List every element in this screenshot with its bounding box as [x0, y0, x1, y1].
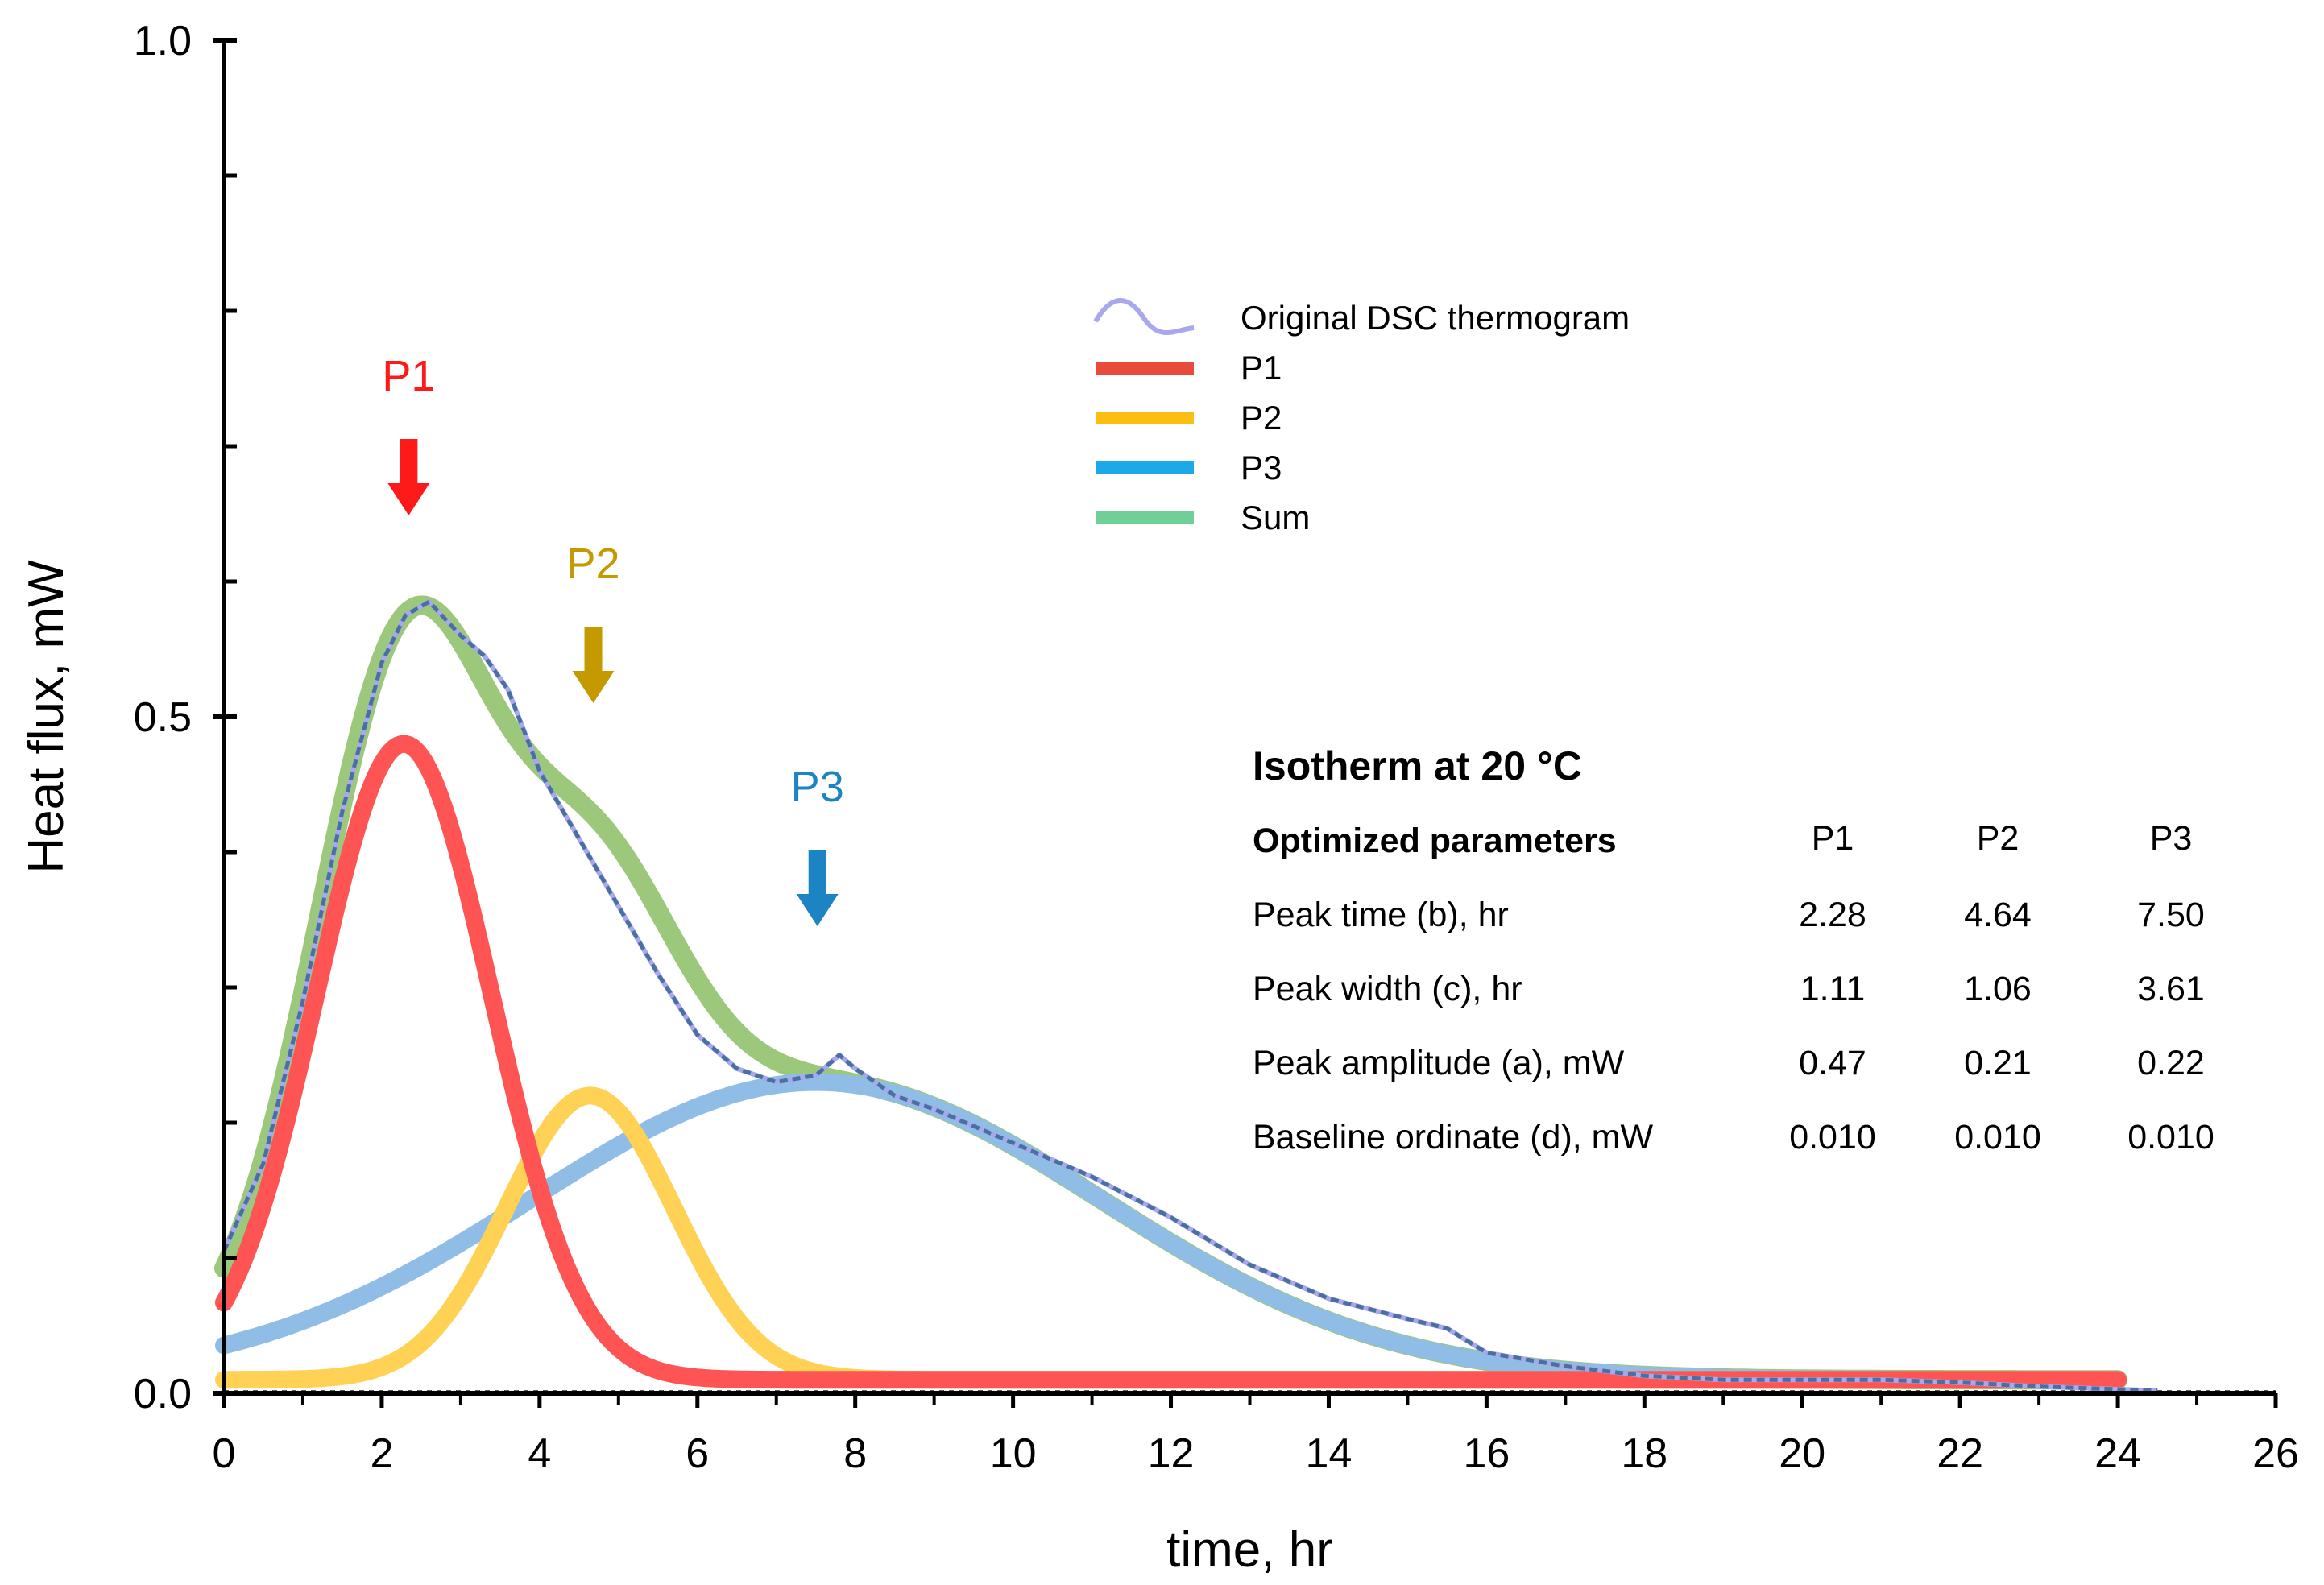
y-tick-label: 1.0: [134, 18, 192, 64]
table-cell: 4.64: [1964, 896, 2032, 934]
legend: Original DSC thermogram P1 P2 P3 Sum: [1093, 298, 1630, 536]
y-tick-label: 0.0: [134, 1371, 192, 1417]
down-arrow-icon: [572, 627, 615, 703]
x-tick-label: 12: [1148, 1430, 1195, 1477]
x-tick-label: 6: [686, 1430, 709, 1477]
table-title: Isotherm at 20 °C: [1253, 743, 1582, 788]
y-tick-label: 0.5: [134, 694, 192, 741]
legend-entry: P3: [1241, 449, 1282, 486]
y-axis-title: Heat flux, mW: [19, 560, 74, 874]
x-tick-label: 8: [843, 1430, 867, 1477]
series-original-dsc-overlay: [222, 599, 2158, 1393]
legend-entry: Original DSC thermogram: [1241, 299, 1630, 337]
table-row-label: Peak width (c), hr: [1253, 970, 1522, 1008]
x-tick-label: 2: [370, 1430, 393, 1477]
table-cell: 0.22: [2137, 1044, 2205, 1082]
x-tick-label: 20: [1779, 1430, 1825, 1477]
table-cell: 2.28: [1799, 896, 1866, 934]
parameter-table: Isotherm at 20 °C Optimized parameters P1 P…: [1253, 743, 2214, 1157]
x-tick-label: 24: [2094, 1430, 2141, 1477]
x-tick-label: 4: [528, 1430, 551, 1477]
peak-marker-label: P1: [382, 352, 435, 400]
table-header-label: Optimized parameters: [1253, 821, 1617, 860]
x-tick-label: 10: [990, 1430, 1037, 1477]
x-tick-label: 22: [1937, 1430, 1983, 1477]
peak-markers: P1 P2 P3: [382, 352, 844, 926]
table-row-label: Peak time (b), hr: [1253, 896, 1509, 934]
x-tick-label: 0: [213, 1430, 236, 1477]
down-arrow-icon: [387, 439, 430, 515]
legend-entry: Sum: [1241, 499, 1310, 536]
table-row-label: Baseline ordinate (d), mW: [1253, 1118, 1653, 1157]
peak-marker-label: P3: [791, 763, 844, 811]
table-cell: 0.010: [1954, 1118, 2041, 1157]
table-cell: 7.50: [2137, 896, 2205, 934]
x-tick-label: 14: [1306, 1430, 1353, 1477]
table-cell: 0.47: [1799, 1044, 1866, 1082]
down-arrow-icon: [796, 850, 839, 926]
table-cell: 0.010: [2127, 1118, 2214, 1157]
x-tick-label: 16: [1463, 1430, 1510, 1477]
table-column-header: P1: [1812, 819, 1854, 858]
table-cell: 3.61: [2137, 970, 2205, 1008]
table-cell: 0.010: [1789, 1118, 1876, 1157]
peak-marker-label: P2: [567, 540, 620, 588]
legend-entry: P2: [1241, 399, 1282, 437]
x-tick-label: 26: [2252, 1430, 2299, 1477]
x-axis-title: time, hr: [1166, 1522, 1333, 1578]
table-column-header: P3: [2150, 819, 2193, 858]
table-cell: 1.11: [1800, 970, 1866, 1008]
table-column-header: P2: [1977, 819, 2020, 858]
table-row-label: Peak amplitude (a), mW: [1253, 1044, 1625, 1082]
legend-entry: P1: [1241, 349, 1282, 387]
table-cell: 1.06: [1964, 970, 2032, 1008]
table-cell: 0.21: [1964, 1044, 2032, 1082]
x-tick-label: 18: [1621, 1430, 1667, 1477]
series-layer: [214, 595, 2158, 1393]
legend-swatch-original: [1093, 298, 1195, 335]
